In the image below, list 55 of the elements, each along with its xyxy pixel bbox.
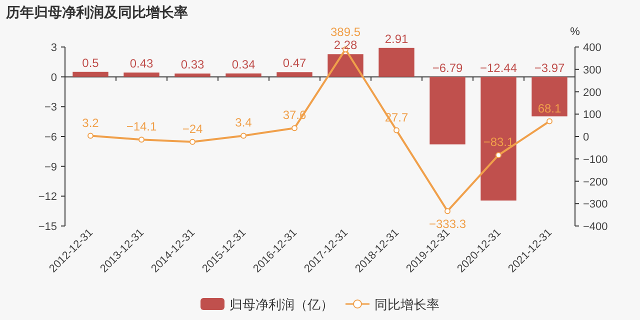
data-label: −3.97 [534,60,565,75]
y-tick-label: −6 [44,132,57,144]
point [546,118,552,124]
point [394,127,400,134]
data-label: −6.79 [432,60,463,75]
data-label: 0.34 [232,57,256,72]
y2-tick-label: −100 [583,154,608,166]
y2-tick-label: −200 [583,176,608,188]
point [240,132,246,139]
y2-axis-title: % [570,26,580,38]
bar [226,73,262,77]
data-label: −12.44 [480,60,518,75]
y-tick-label: −15 [38,221,57,233]
y-tick-label: 0 [50,72,57,84]
bar [480,76,516,201]
data-label: 0.5 [82,56,100,70]
point [190,138,196,145]
point [88,132,94,139]
data-label: −83.1 [483,135,514,150]
data-label: 2.28 [334,38,358,52]
point [292,125,298,132]
data-label: 0.47 [282,56,306,70]
data-label: 3.2 [82,116,100,130]
bar [174,74,210,77]
point [138,136,144,143]
bar [72,72,108,77]
y-tick-label: −9 [44,161,57,174]
y2-tick-label: 300 [583,64,602,76]
y-tick-label: −12 [38,191,57,204]
y-tick-label: −3 [44,102,57,114]
bar [532,76,568,116]
y2-tick-label: −400 [583,221,608,233]
data-label: 68.1 [538,101,562,116]
legend-label: 同比增长率 [374,297,440,312]
data-label: 3.4 [235,116,252,130]
bar [378,48,414,77]
y2-tick-label: 0 [583,132,590,144]
data-label: 0.43 [130,56,154,71]
bar [430,76,466,144]
point [444,208,450,214]
data-label: 2.91 [384,32,408,46]
y2-tick-label: 400 [583,42,602,54]
bar [276,72,312,77]
data-label: 0.33 [180,58,204,72]
data-label: −14.1 [126,120,157,134]
point [496,152,502,158]
data-label: −24 [182,122,203,136]
y2-tick-label: −300 [583,198,608,211]
bar [124,72,160,77]
data-label: 389.5 [330,25,361,40]
y2-tick-label: 200 [583,86,602,99]
y2-tick-label: 100 [583,109,602,122]
y-tick-label: 3 [50,42,57,54]
legend-label: 归母净利润（亿） [230,297,334,312]
chart-title: 历年归母净利润及同比增长率 [5,4,188,20]
